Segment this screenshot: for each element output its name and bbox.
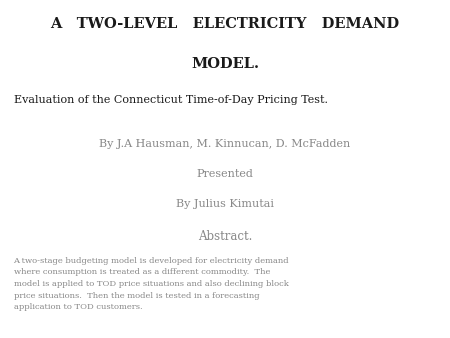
Text: A   TWO-LEVEL   ELECTRICITY   DEMAND: A TWO-LEVEL ELECTRICITY DEMAND: [50, 17, 400, 31]
Text: MODEL.: MODEL.: [191, 57, 259, 71]
Text: Abstract.: Abstract.: [198, 230, 252, 243]
Text: Evaluation of the Connecticut Time-of-Day Pricing Test.: Evaluation of the Connecticut Time-of-Da…: [14, 95, 328, 105]
Text: By Julius Kimutai: By Julius Kimutai: [176, 199, 274, 210]
Text: Presented: Presented: [197, 169, 253, 179]
Text: A two-stage budgeting model is developed for electricity demand
where consumptio: A two-stage budgeting model is developed…: [14, 257, 289, 311]
Text: By J.A Hausman, M. Kinnucan, D. McFadden: By J.A Hausman, M. Kinnucan, D. McFadden: [99, 139, 351, 149]
